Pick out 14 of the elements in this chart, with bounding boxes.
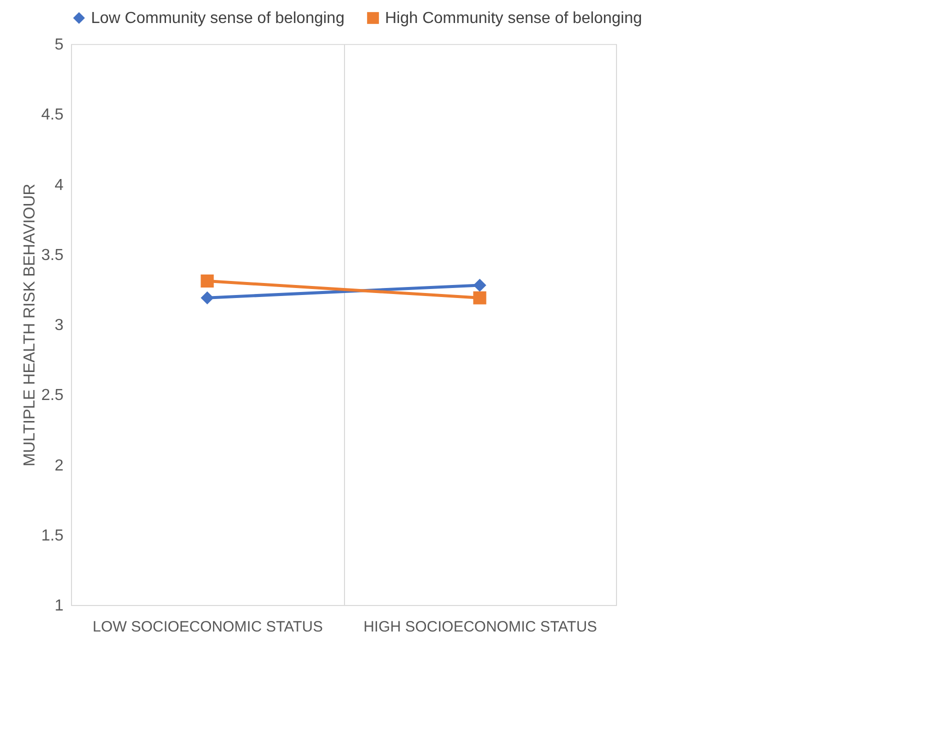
y-tick-label: 1.5 (41, 527, 64, 544)
y-tick-label: 2.5 (41, 387, 64, 404)
y-tick-label: 4 (54, 176, 64, 194)
legend-label: Low Community sense of belonging (91, 10, 344, 27)
y-tick-label: 3 (54, 317, 64, 334)
y-tick-label: 4.5 (41, 106, 64, 124)
y-tick-label: 1 (54, 598, 64, 614)
y-tick-label: 5 (54, 36, 64, 54)
x-tick-label: HIGH SOCIOECONOMIC STATUS (363, 618, 598, 636)
legend-label: High Community sense of belonging (385, 10, 642, 27)
y-tick-label: 3.5 (41, 246, 64, 264)
y-tick-label: 2 (54, 457, 64, 474)
y-axis-title: MULTIPLE HEALTH RISK BEHAVIOUR (21, 184, 38, 466)
x-tick-label: LOW SOCIOECONOMIC STATUS (92, 618, 323, 636)
